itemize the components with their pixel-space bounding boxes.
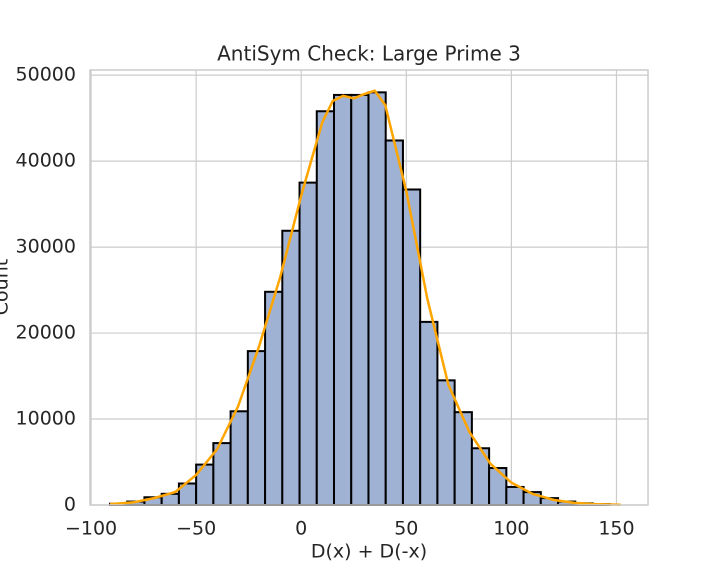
y-tick-label: 0 xyxy=(64,494,76,516)
x-tick-label: 150 xyxy=(598,518,634,540)
kde-line xyxy=(109,89,621,506)
y-tick-label: 50000 xyxy=(16,64,76,86)
x-tick-label: 50 xyxy=(394,518,418,540)
histogram-bar xyxy=(315,110,336,506)
histogram-bar xyxy=(436,379,456,507)
histogram-bar xyxy=(384,139,404,506)
x-tick-label: 0 xyxy=(295,518,307,540)
y-tick-label: 10000 xyxy=(16,408,76,430)
histogram-bar xyxy=(453,411,473,506)
y-tick-label: 40000 xyxy=(16,150,76,172)
histogram-bar xyxy=(505,485,525,507)
histogram-bar xyxy=(419,320,439,507)
y-tick-label: 20000 xyxy=(16,322,76,344)
histogram-bar xyxy=(281,229,301,506)
chart-title: AntiSym Check: Large Prime 3 xyxy=(217,42,521,66)
histogram-bar xyxy=(350,93,370,507)
x-tick-label: 100 xyxy=(493,518,529,540)
histogram-bar xyxy=(333,93,353,507)
x-tick-label: −100 xyxy=(65,518,117,540)
histogram-bar xyxy=(401,188,422,507)
histogram-bar xyxy=(367,91,387,506)
y-tick-label: 30000 xyxy=(16,236,76,258)
histogram-bar xyxy=(229,410,249,506)
x-tick-label: −50 xyxy=(176,518,216,540)
histogram-bar xyxy=(264,290,284,507)
y-axis-label: Count xyxy=(0,259,13,315)
x-axis-label: D(x) + D(-x) xyxy=(311,541,427,563)
plot-frame xyxy=(89,69,649,506)
histogram-bar xyxy=(488,467,508,507)
histogram-bar xyxy=(298,181,318,506)
